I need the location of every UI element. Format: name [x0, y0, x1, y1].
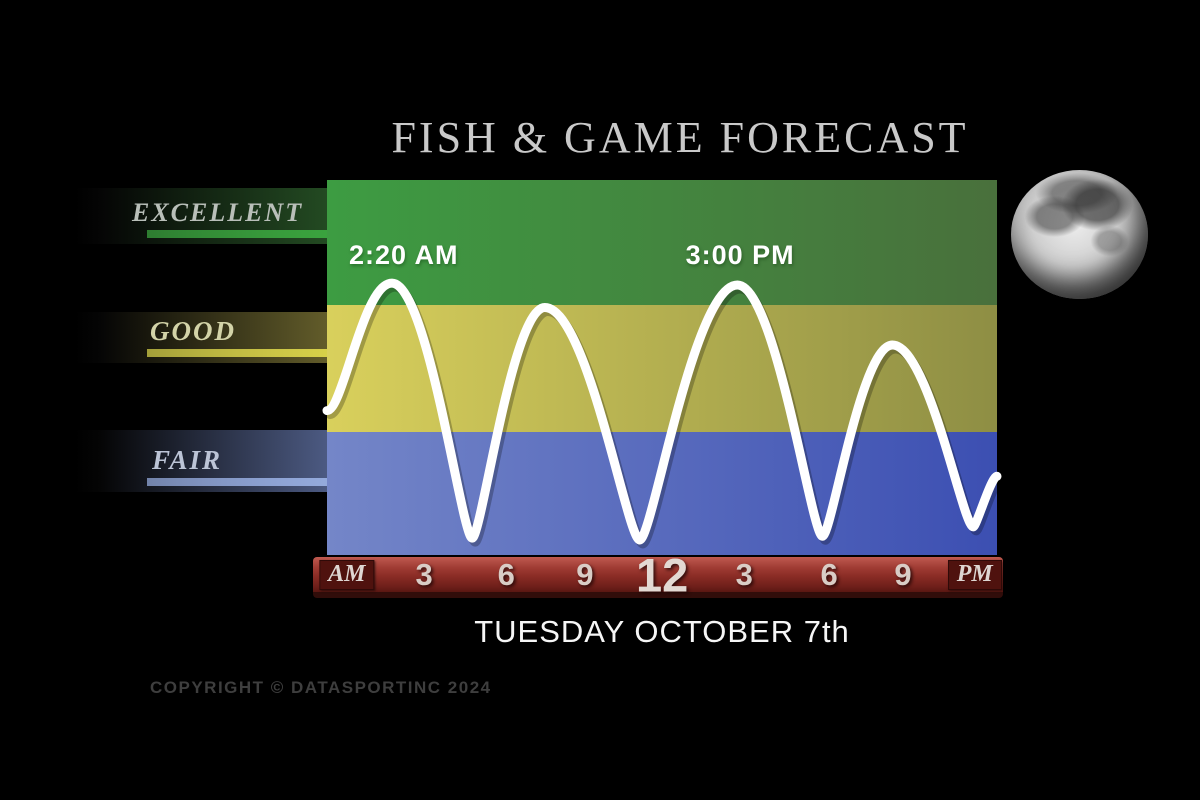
time-axis-bar: AM 3 6 9 12 3 6 9 PM: [313, 548, 1003, 601]
axis-tick-9-7: 9: [894, 556, 912, 592]
rating-row-good: GOOD: [75, 312, 327, 363]
axis-endcap-am: AM: [319, 559, 375, 590]
rating-row-excellent: EXCELLENT: [75, 188, 327, 244]
band-excellent: [327, 180, 997, 306]
rating-label-excellent: EXCELLENT: [132, 198, 304, 227]
date-label: TUESDAY OCTOBER 7th: [474, 614, 850, 649]
rating-label-fair: FAIR: [152, 445, 223, 475]
peak-time-label: 2:20 AM: [349, 240, 459, 270]
rating-underline-fair: [147, 478, 327, 486]
rating-underline-excellent: [147, 230, 327, 238]
forecast-chart: 2:20 AM 3:00 PM: [322, 180, 1005, 555]
axis-tick-12-4: 12: [635, 548, 689, 601]
rating-row-fair: FAIR: [75, 430, 327, 492]
axis-tick-9-3: 9: [576, 556, 594, 592]
copyright-label: COPYRIGHT © DATASPORTINC 2024: [150, 678, 492, 697]
axis-tick-6-6: 6: [820, 556, 838, 592]
page-title: FISH & GAME FORECAST: [391, 113, 969, 162]
axis-endcap-pm: PM: [947, 559, 1002, 590]
peak-time-label: 3:00 PM: [685, 240, 795, 270]
quality-bands: [327, 180, 997, 555]
activity-curve-shadow: [325, 282, 1005, 549]
activity-curve: [322, 278, 1002, 545]
axis-tick-3-5: 3: [735, 556, 753, 592]
rating-underline-good: [147, 349, 327, 357]
axis-tick-3-1: 3: [415, 556, 433, 592]
full-moon-icon: [1011, 170, 1148, 299]
axis-tick-6-2: 6: [497, 556, 515, 592]
rating-label-good: GOOD: [150, 316, 236, 346]
activity-curve-svg: [322, 278, 1005, 549]
